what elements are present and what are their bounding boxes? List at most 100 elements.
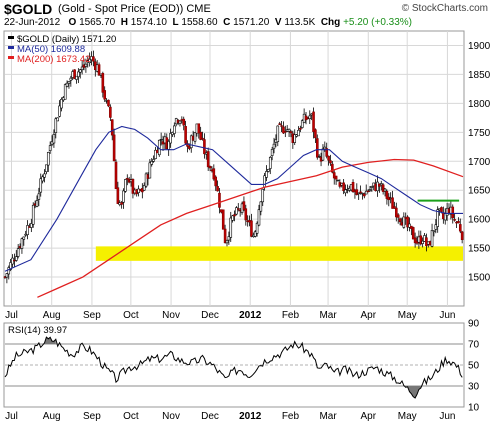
- symbol-subtitle: (Gold - Spot Price (EOD)) CME: [58, 3, 211, 15]
- rsi-y-axis: 10 30 50 70 90: [468, 319, 480, 414]
- price-x-tick-label: Dec: [201, 310, 219, 321]
- price-y-tick-label: 1900: [468, 41, 491, 52]
- price-bar-body: [398, 218, 402, 223]
- price-bar-body: [276, 125, 280, 143]
- volume-value: 113.5K: [284, 17, 316, 28]
- ma200-line: [37, 158, 464, 298]
- price-bar-body: [244, 208, 248, 221]
- price-bar-body: [440, 207, 443, 212]
- high-label: H: [120, 17, 129, 28]
- rsi-overbought-fill: [44, 337, 56, 344]
- price-bar-body: [148, 162, 152, 179]
- price-bar-body: [363, 193, 366, 197]
- rsi-x-tick-label: Dec: [201, 411, 219, 422]
- low-value: 1558.60: [181, 17, 218, 28]
- price-bar-body: [203, 139, 206, 155]
- low-label: L: [172, 17, 179, 28]
- price-bar-body: [152, 159, 155, 162]
- price-bar-body: [231, 215, 234, 221]
- price-x-tick-label: Aug: [43, 310, 61, 321]
- price-bar-body: [212, 168, 216, 180]
- price-bar-body: [77, 71, 80, 78]
- high-value: 1574.10: [130, 17, 167, 28]
- price-x-tick-label: May: [398, 310, 417, 321]
- price-bar-body: [225, 240, 229, 244]
- price-bar-body: [63, 84, 67, 100]
- price-bar-body: [261, 188, 265, 203]
- price-bar-body: [120, 202, 123, 205]
- volume-label: V: [274, 17, 282, 28]
- price-bar-body: [255, 222, 259, 234]
- chart-header: $GOLD (Gold - Spot Price (EOD)) CME © St…: [0, 0, 494, 30]
- price-bar-body: [265, 171, 268, 178]
- price-bar-body: [178, 120, 182, 124]
- price-bar-body: [323, 146, 327, 150]
- price-bar-body: [272, 143, 276, 149]
- price-bar-body: [411, 227, 415, 240]
- price-bar-body: [434, 224, 438, 230]
- price-bar-body: [229, 217, 233, 238]
- price-bar-body: [408, 223, 411, 228]
- price-bar-body: [65, 82, 69, 87]
- price-bar-body: [78, 69, 82, 73]
- rsi-x-tick-label: Mar: [319, 411, 337, 422]
- rsi-y-tick-label: 90: [468, 319, 480, 330]
- price-bar-body: [395, 207, 398, 218]
- ma50-line: [4, 125, 463, 272]
- price-bar-body: [114, 161, 118, 190]
- price-bar-body: [16, 248, 20, 257]
- price-bar-body: [235, 207, 238, 215]
- price-bar-body: [332, 172, 336, 179]
- price-bar-body: [317, 155, 321, 158]
- change-value: +5.20 (+0.33%): [343, 17, 412, 28]
- price-bar-body: [312, 111, 315, 133]
- price-bar-body: [458, 224, 462, 232]
- price-x-tick-label: Apr: [361, 310, 377, 321]
- price-bar-body: [45, 164, 48, 173]
- price-y-tick-label: 1700: [468, 157, 491, 168]
- price-bar-body: [69, 77, 73, 81]
- price-bar-body: [257, 209, 261, 226]
- rsi-x-tick-label: Apr: [361, 411, 377, 422]
- price-bar-body: [268, 157, 272, 169]
- price-bar-body: [308, 115, 312, 120]
- price-bar-body: [364, 190, 368, 195]
- price-x-tick-label: Mar: [319, 310, 337, 321]
- price-x-tick-label: Jul: [5, 310, 18, 321]
- rsi-y-tick-label: 10: [468, 403, 480, 414]
- rsi-x-tick-label: Feb: [282, 411, 300, 422]
- rsi-y-tick-label: 70: [468, 340, 480, 351]
- price-bar-body: [197, 123, 201, 134]
- price-bar-body: [315, 138, 319, 158]
- price-bar-body: [233, 214, 236, 217]
- price-bar-body: [378, 183, 381, 187]
- price-bar-body: [75, 75, 78, 80]
- price-bar-body: [331, 163, 334, 173]
- close-label: C: [223, 17, 231, 28]
- price-bar-body: [451, 206, 455, 219]
- rsi-x-tick-label: Oct: [123, 411, 139, 422]
- price-bar-body: [208, 165, 212, 169]
- price-bar-body: [299, 127, 302, 130]
- price-bar-body: [218, 192, 221, 208]
- price-bar-body: [436, 209, 439, 227]
- price-bar-body: [327, 155, 330, 161]
- quote-date: 22-Jun-2012: [4, 17, 61, 28]
- rsi-x-axis: Jul Aug Sep Oct Nov Dec 2012 Feb Mar Apr May Jun: [5, 411, 455, 422]
- price-y-tick-label: 1550: [468, 244, 491, 255]
- price-bar-body: [432, 230, 436, 233]
- rsi-x-tick-label: Jun: [439, 411, 455, 422]
- rsi-legend-entry: RSI(14) 39.97: [8, 325, 67, 336]
- price-bar-body: [35, 200, 39, 207]
- brand-label[interactable]: © StockCharts.com: [401, 3, 488, 14]
- price-y-axis: 1500 1550 1600 1650 1700 1750 1800 1850 1900: [468, 41, 491, 284]
- price-y-tick-label: 1800: [468, 99, 491, 110]
- price-bar-body: [189, 135, 193, 149]
- rsi-x-tick-label: Jul: [5, 411, 18, 422]
- price-bar-body: [182, 118, 186, 126]
- price-bar-body: [5, 273, 9, 278]
- price-y-tick-label: 1650: [468, 186, 491, 197]
- price-bar-body: [368, 189, 372, 191]
- legend-swatch: [8, 56, 14, 59]
